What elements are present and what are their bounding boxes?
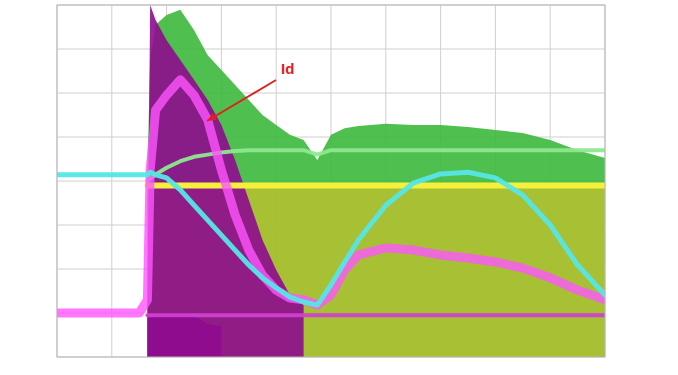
- annotation-label: Id: [281, 60, 294, 77]
- grid: [57, 5, 605, 357]
- trace-line: [147, 182, 605, 188]
- scope-chart: Id: [0, 0, 678, 375]
- trace-line: [57, 172, 605, 305]
- annotation-arrowhead: [207, 113, 217, 121]
- annotation-arrow: [207, 80, 276, 121]
- y-grid-line: [57, 93, 605, 94]
- trace-line: [57, 80, 605, 313]
- y-grid-line: [57, 49, 605, 50]
- trace-line: [147, 313, 605, 317]
- trace-envelope: [147, 315, 221, 357]
- plot-background: [57, 5, 605, 357]
- traces: [57, 5, 605, 357]
- plot-frame: [57, 5, 605, 357]
